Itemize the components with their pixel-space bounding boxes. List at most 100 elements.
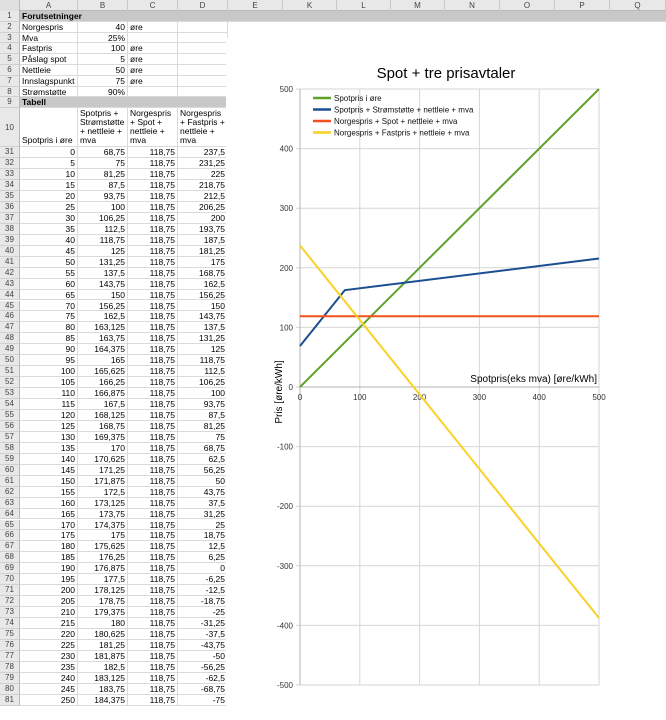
empty-cell[interactable] xyxy=(178,86,228,98)
table-cell[interactable]: 118,75 xyxy=(128,431,178,443)
table-cell[interactable]: 170,625 xyxy=(78,453,128,465)
select-all-corner[interactable] xyxy=(0,0,20,11)
row-header-3[interactable]: 3 xyxy=(0,32,20,44)
table-cell[interactable]: 118,75 xyxy=(128,267,178,279)
table-cell[interactable]: 118,75 xyxy=(128,486,178,498)
table-cell[interactable]: 176,25 xyxy=(78,552,128,564)
table-cell[interactable]: 118,75 xyxy=(128,191,178,202)
table-cell[interactable]: 137,5 xyxy=(78,267,128,279)
table-cell[interactable]: 156,25 xyxy=(78,300,128,312)
table-cell[interactable]: 171,25 xyxy=(78,464,128,476)
table-cell[interactable]: 75 xyxy=(178,431,228,443)
row-header-5[interactable]: 5 xyxy=(0,54,20,65)
table-cell[interactable]: 65 xyxy=(20,289,78,301)
row-header-2[interactable]: 2 xyxy=(0,21,20,33)
table-cell[interactable]: 118,75 xyxy=(128,639,178,651)
table-cell[interactable]: 176,875 xyxy=(78,563,128,575)
column-header-N[interactable]: N xyxy=(445,0,500,11)
table-cell[interactable]: 118,75 xyxy=(128,661,178,673)
table-cell[interactable]: 118,75 xyxy=(128,552,178,564)
row-header-59[interactable]: 59 xyxy=(0,453,20,465)
table-cell[interactable]: 162,5 xyxy=(178,278,228,290)
table-cell[interactable]: 137,5 xyxy=(178,322,228,334)
table-cell[interactable]: 195 xyxy=(20,574,78,586)
assumption-unit[interactable]: øre xyxy=(128,21,178,33)
table-cell[interactable]: 183,75 xyxy=(78,683,128,695)
table-cell[interactable]: 118,75 xyxy=(128,311,178,323)
row-header-44[interactable]: 44 xyxy=(0,289,20,301)
table-cell[interactable]: 215 xyxy=(20,618,78,629)
table-cell[interactable]: 180 xyxy=(20,541,78,553)
table-cell[interactable]: 10 xyxy=(20,169,78,181)
table-cell[interactable]: 143,75 xyxy=(78,278,128,290)
row-header-56[interactable]: 56 xyxy=(0,420,20,432)
table-cell[interactable]: -12,5 xyxy=(178,585,228,597)
row-header-40[interactable]: 40 xyxy=(0,245,20,257)
table-cell[interactable]: 118,75 xyxy=(128,158,178,170)
table-cell[interactable]: 118,75 xyxy=(128,464,178,476)
row-header-42[interactable]: 42 xyxy=(0,267,20,279)
row-header-45[interactable]: 45 xyxy=(0,300,20,312)
table-cell[interactable]: 118,75 xyxy=(128,344,178,356)
row-header-69[interactable]: 69 xyxy=(0,563,20,575)
table-cell[interactable]: 156,25 xyxy=(178,289,228,301)
table-cell[interactable]: 160 xyxy=(20,497,78,509)
row-header-39[interactable]: 39 xyxy=(0,234,20,246)
table-cell[interactable]: 85 xyxy=(20,333,78,345)
table-cell[interactable]: 200 xyxy=(178,212,228,224)
row-header-65[interactable]: 65 xyxy=(0,519,20,531)
table-cell[interactable]: 164,375 xyxy=(78,344,128,356)
row-header-43[interactable]: 43 xyxy=(0,278,20,290)
table-cell[interactable]: 118,75 xyxy=(128,442,178,454)
table-cell[interactable]: 173,125 xyxy=(78,497,128,509)
table-cell[interactable]: 125 xyxy=(78,245,128,257)
table-cell[interactable]: -68,75 xyxy=(178,683,228,695)
table-cell[interactable]: 173,75 xyxy=(78,508,128,520)
table-cell[interactable]: -43,75 xyxy=(178,639,228,651)
assumption-value[interactable]: 5 xyxy=(78,54,128,65)
assumption-value[interactable]: 50 xyxy=(78,65,128,76)
table-cell[interactable]: 112,5 xyxy=(178,366,228,378)
column-header-Q[interactable]: Q xyxy=(610,0,666,11)
column-header-L[interactable]: L xyxy=(337,0,391,11)
table-cell[interactable]: 106,25 xyxy=(78,212,128,224)
table-cell[interactable]: 105 xyxy=(20,377,78,389)
table-cell[interactable]: 183,125 xyxy=(78,672,128,684)
table-cell[interactable]: 181,25 xyxy=(78,639,128,651)
row-header-61[interactable]: 61 xyxy=(0,475,20,487)
table-cell[interactable]: 118,75 xyxy=(128,475,178,487)
table-cell[interactable]: 25 xyxy=(178,519,228,531)
row-header-49[interactable]: 49 xyxy=(0,344,20,356)
table-cell[interactable]: 206,25 xyxy=(178,201,228,213)
table-cell[interactable]: 143,75 xyxy=(178,311,228,323)
table-cell[interactable]: 43,75 xyxy=(178,486,228,498)
table-cell[interactable]: 90 xyxy=(20,344,78,356)
table-cell[interactable]: 118,75 xyxy=(128,399,178,410)
table-cell[interactable]: 118,75 xyxy=(128,147,178,159)
row-header-58[interactable]: 58 xyxy=(0,442,20,454)
table-cell[interactable]: 87,5 xyxy=(178,410,228,421)
row-header-68[interactable]: 68 xyxy=(0,552,20,564)
table-cell[interactable]: 37,5 xyxy=(178,497,228,509)
row-header-75[interactable]: 75 xyxy=(0,629,20,640)
row-header-10[interactable]: 10 xyxy=(0,108,20,148)
table-cell[interactable]: 118,75 xyxy=(128,694,178,706)
table-cell[interactable]: -75 xyxy=(178,694,228,706)
table-cell[interactable]: 240 xyxy=(20,672,78,684)
table-cell[interactable]: 200 xyxy=(20,585,78,597)
table-cell[interactable]: 118,75 xyxy=(128,377,178,389)
column-header-C[interactable]: C xyxy=(128,0,178,11)
table-cell[interactable]: 118,75 xyxy=(128,278,178,290)
table-cell[interactable]: 68,75 xyxy=(78,147,128,159)
column-header-E[interactable]: E xyxy=(228,0,283,11)
table-cell[interactable]: 179,375 xyxy=(78,607,128,619)
table-cell[interactable]: 125 xyxy=(178,344,228,356)
table-cell[interactable]: 118,75 xyxy=(128,355,178,367)
table-cell[interactable]: 118,75 xyxy=(128,672,178,684)
table-cell[interactable]: 118,75 xyxy=(128,256,178,268)
table-cell[interactable]: 118,75 xyxy=(128,596,178,608)
table-cell[interactable]: 93,75 xyxy=(78,191,128,202)
table-cell[interactable]: 70 xyxy=(20,300,78,312)
table-cell[interactable]: -6,25 xyxy=(178,574,228,586)
table-cell[interactable]: 100 xyxy=(20,366,78,378)
